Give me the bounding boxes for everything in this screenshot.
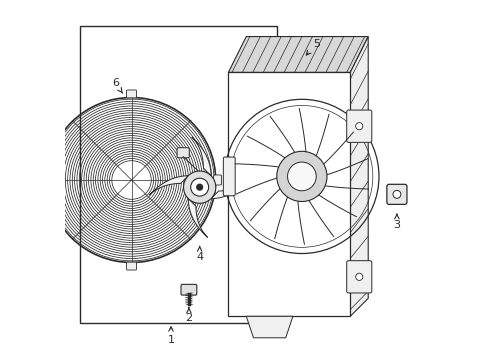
FancyBboxPatch shape xyxy=(346,261,371,293)
Text: 3: 3 xyxy=(393,214,400,230)
Text: 5: 5 xyxy=(305,39,319,55)
FancyBboxPatch shape xyxy=(126,262,136,270)
FancyBboxPatch shape xyxy=(223,157,235,196)
Text: 1: 1 xyxy=(167,327,174,345)
Text: 6: 6 xyxy=(112,78,122,93)
Circle shape xyxy=(196,184,203,191)
FancyBboxPatch shape xyxy=(41,175,49,185)
FancyBboxPatch shape xyxy=(346,110,371,142)
Polygon shape xyxy=(349,37,367,316)
FancyBboxPatch shape xyxy=(126,90,136,98)
Polygon shape xyxy=(228,37,367,72)
FancyBboxPatch shape xyxy=(213,175,221,185)
Polygon shape xyxy=(211,179,249,199)
Text: 2: 2 xyxy=(185,307,192,323)
Circle shape xyxy=(355,273,362,280)
Circle shape xyxy=(392,190,400,198)
Circle shape xyxy=(183,171,215,203)
Polygon shape xyxy=(149,176,188,195)
Circle shape xyxy=(355,123,362,130)
Circle shape xyxy=(190,178,208,196)
Circle shape xyxy=(276,151,326,202)
Polygon shape xyxy=(188,199,207,237)
FancyBboxPatch shape xyxy=(177,148,189,158)
FancyBboxPatch shape xyxy=(386,184,406,204)
Polygon shape xyxy=(191,137,211,176)
Polygon shape xyxy=(246,316,292,338)
Circle shape xyxy=(287,162,316,191)
Text: 4: 4 xyxy=(196,246,203,262)
Bar xyxy=(80,26,276,323)
Polygon shape xyxy=(228,72,349,316)
FancyBboxPatch shape xyxy=(181,284,196,295)
